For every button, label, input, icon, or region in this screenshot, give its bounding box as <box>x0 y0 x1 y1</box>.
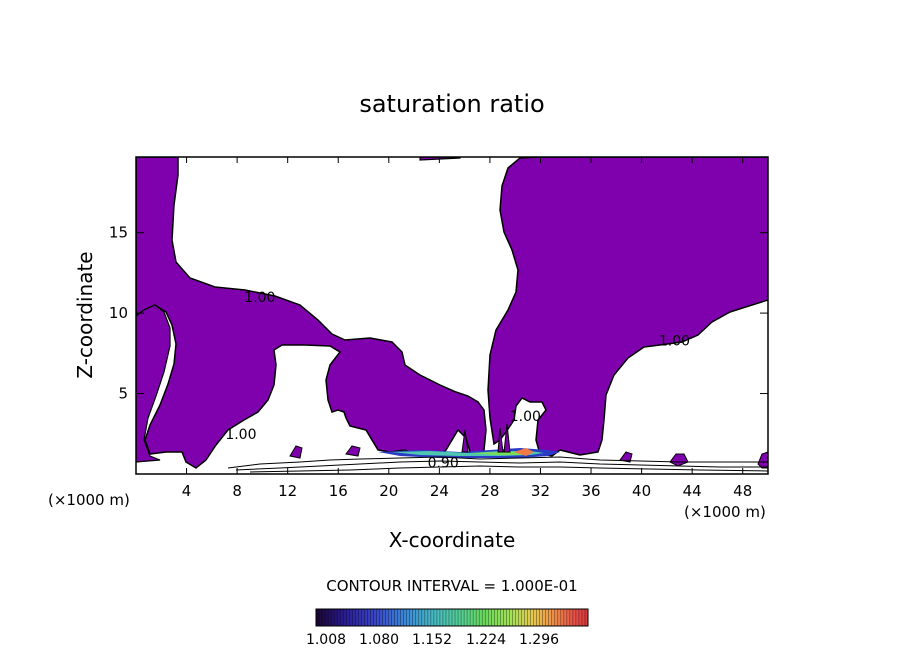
region-left-upper <box>136 157 487 469</box>
contour-label: 1.00 <box>659 333 690 349</box>
y-tick-label: 10 <box>109 304 128 322</box>
colorbar-label: 1.008 <box>306 632 346 648</box>
x-tick-label: 8 <box>232 482 242 500</box>
contour-label: 0.90 <box>428 456 459 472</box>
x-axis: 4 8 12 16 20 24 28 32 36 40 44 48 <box>182 157 752 500</box>
x-tick-label: 44 <box>683 482 702 500</box>
x-tick-label: 40 <box>632 482 651 500</box>
x-tick-label: 32 <box>531 482 550 500</box>
x-tick-label: 28 <box>480 482 499 500</box>
x-tick-label: 24 <box>430 482 449 500</box>
region-left-lower <box>136 304 171 463</box>
contour-interval-text: CONTOUR INTERVAL = 1.000E-01 <box>326 577 577 595</box>
x-axis-label: X-coordinate <box>389 528 516 552</box>
filled-regions <box>136 157 768 473</box>
contour-label: 1.00 <box>244 290 275 306</box>
contour-label: 1.00 <box>510 409 541 425</box>
region-small-1 <box>669 453 689 467</box>
y-tick-label: 15 <box>109 224 128 242</box>
contour-lines-low <box>227 456 768 473</box>
plot-frame <box>135 156 769 475</box>
colorbar-labels: 1.008 1.080 1.152 1.224 1.296 <box>306 632 559 648</box>
x-tick-label: 4 <box>182 482 192 500</box>
y-axis-label: Z-coordinate <box>73 251 97 378</box>
colorbar-label: 1.080 <box>359 632 399 648</box>
colorbar-ticks <box>315 609 589 626</box>
x-tick-label: 16 <box>329 482 348 500</box>
chart-title: saturation ratio <box>359 90 544 118</box>
spike-features <box>461 423 511 453</box>
high-saturation-max <box>514 448 534 456</box>
x-unit-left: (×1000 m) <box>48 491 130 509</box>
region-small-4 <box>345 445 361 457</box>
contour-label: 1.00 <box>225 427 256 443</box>
colorbar-label: 1.296 <box>519 632 559 648</box>
x-tick-label: 48 <box>733 482 752 500</box>
region-small-2 <box>757 451 768 469</box>
region-right <box>487 157 768 457</box>
x-tick-label: 36 <box>581 482 600 500</box>
colorbar-label: 1.224 <box>466 632 506 648</box>
region-small-5 <box>619 451 633 463</box>
x-unit-right: (×1000 m) <box>684 503 766 521</box>
contour-labels: 1.00 1.00 1.00 1.00 0.90 <box>225 290 690 472</box>
y-tick-label: 5 <box>118 385 128 403</box>
x-tick-label: 20 <box>379 482 398 500</box>
region-small-3 <box>289 445 303 459</box>
y-axis: 5 10 15 <box>109 224 768 403</box>
x-tick-label: 12 <box>278 482 297 500</box>
colorbar-label: 1.152 <box>412 632 452 648</box>
